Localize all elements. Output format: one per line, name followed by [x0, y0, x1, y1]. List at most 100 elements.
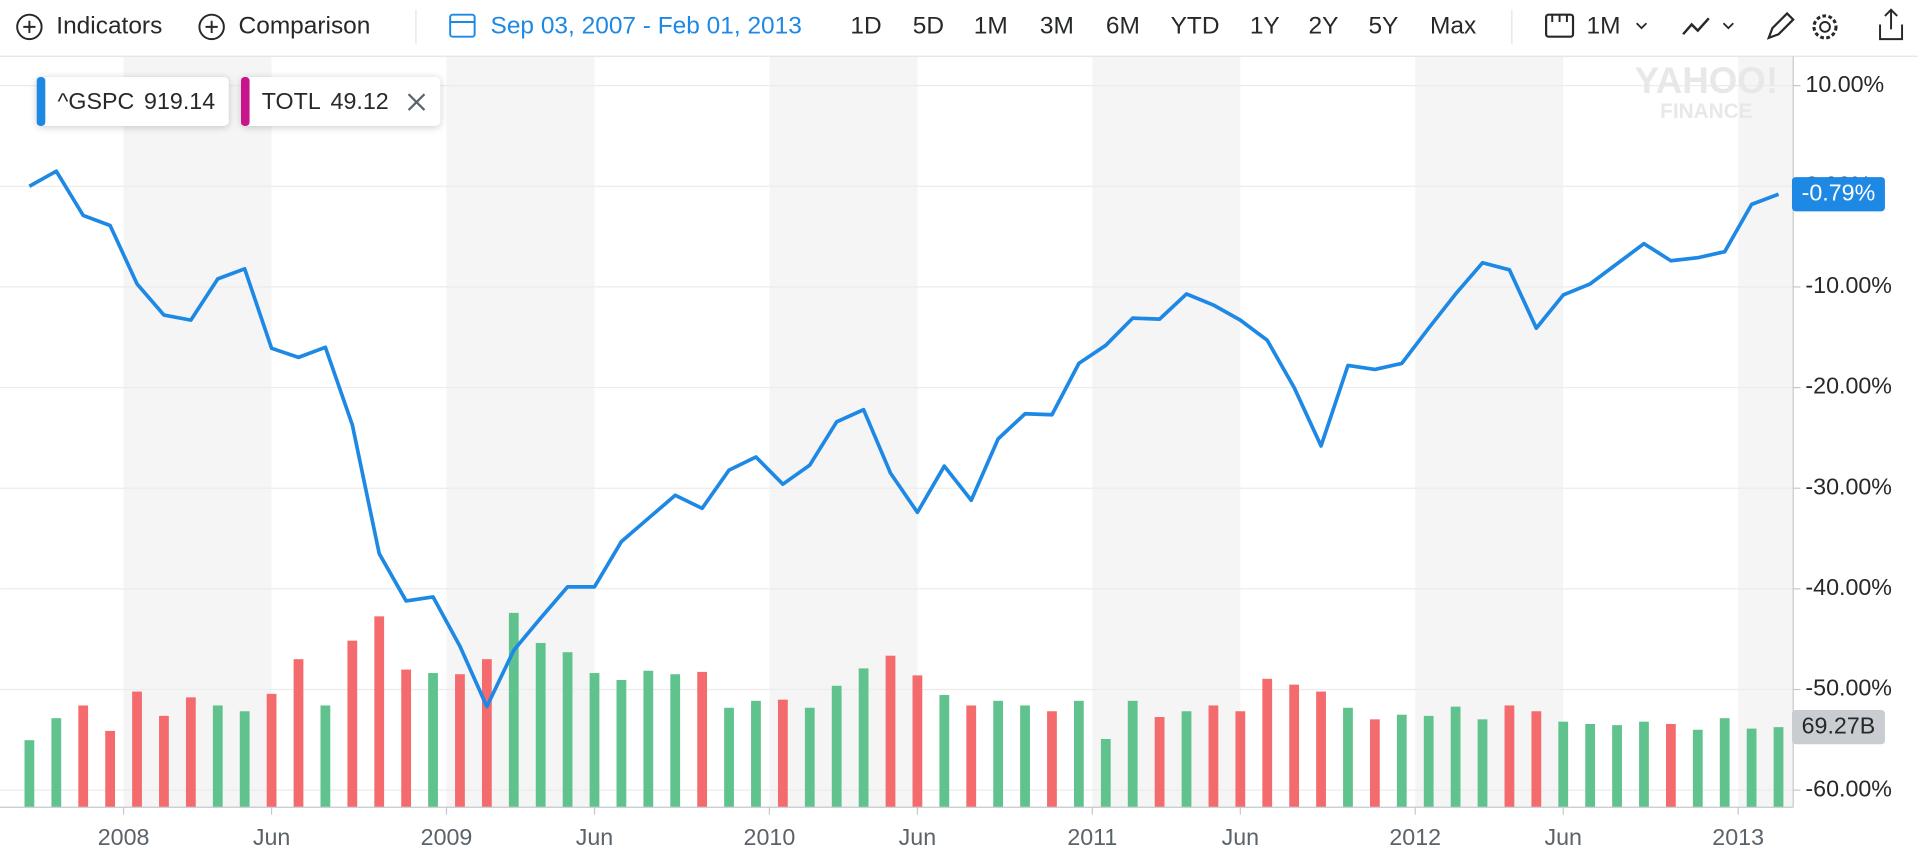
date-range[interactable]: Sep 03, 2007 - Feb 01, 2013	[491, 12, 802, 39]
volume-bar	[1127, 700, 1138, 808]
x-tick-label: Jun	[899, 824, 936, 850]
volume-bar	[1020, 705, 1030, 808]
price-line	[28, 169, 1780, 709]
range-button[interactable]: 2Y	[1309, 12, 1339, 39]
y-tick-label: -50.00%	[1805, 675, 1892, 701]
volume-bar	[670, 674, 681, 808]
volume	[24, 612, 1784, 808]
legend-swatch	[36, 77, 46, 126]
range-button[interactable]: 6M	[1106, 12, 1140, 39]
last-volume-label: 69.27B	[1802, 712, 1876, 738]
range-button[interactable]: YTD	[1171, 12, 1220, 39]
y-tick-label: -10.00%	[1805, 272, 1892, 298]
lines	[28, 169, 1780, 709]
interval-button[interactable]: 1M	[1586, 12, 1620, 39]
volume-bar	[266, 693, 277, 808]
legend-close[interactable]	[407, 93, 426, 111]
volume-bar	[185, 697, 196, 808]
calendar-icon[interactable]	[449, 13, 476, 38]
indicators-button[interactable]: Indicators	[56, 12, 162, 39]
volume-bar	[347, 640, 358, 808]
range-button[interactable]: 5Y	[1368, 12, 1398, 39]
volume-bar	[1100, 739, 1111, 808]
legend: ^GSPC 919.14 TOTL 49.12	[36, 77, 441, 126]
volume-bar	[1773, 727, 1784, 808]
band	[1738, 56, 1794, 808]
volume-bar	[1531, 711, 1542, 808]
volume-bar	[78, 705, 89, 808]
band	[1415, 56, 1564, 808]
y-tick-label: -20.00%	[1805, 373, 1892, 399]
volume-bar	[159, 715, 169, 808]
watermark: YAHOO!	[1635, 60, 1778, 101]
share-icon[interactable]	[1879, 8, 1904, 41]
legend-swatch	[241, 77, 250, 126]
volume-bar	[1639, 721, 1649, 808]
volume-bar	[751, 700, 761, 808]
range-button[interactable]: 5D	[913, 12, 944, 39]
plus-icon[interactable]	[16, 13, 43, 41]
volume-bar	[643, 670, 654, 808]
ranges: 1D 5D 1M 3M 6M YTD 1Y 2Y 5Y Max	[850, 12, 1476, 39]
range-button[interactable]: Max	[1430, 12, 1476, 39]
volume-bar	[1585, 723, 1596, 808]
range-button[interactable]: 1Y	[1250, 12, 1280, 39]
x-tick-label: 2012	[1389, 824, 1441, 850]
volume-bar	[1504, 705, 1515, 808]
volume-bar	[508, 612, 519, 808]
volume-bar	[777, 699, 788, 808]
settings-icon[interactable]	[1812, 14, 1838, 40]
legend-box[interactable]	[36, 77, 229, 126]
draw-icon[interactable]	[1766, 11, 1795, 40]
volume-bar	[428, 673, 438, 808]
volume-bar	[1343, 707, 1353, 808]
toolbar: Indicators Comparison Sep 03, 2007 - Feb…	[16, 8, 1904, 45]
last-volume-badge	[1791, 710, 1885, 745]
volume-bar	[1316, 691, 1326, 808]
y-tick-label: 10.00%	[1805, 71, 1884, 97]
volume-bar	[993, 700, 1004, 808]
range-button[interactable]: 1M	[974, 12, 1008, 39]
band	[1092, 56, 1241, 808]
last-value-label: -0.79%	[1802, 179, 1876, 205]
x-tick-label: 2008	[98, 824, 150, 850]
volume-bar	[589, 673, 600, 808]
volume-bar	[374, 616, 385, 808]
volume-bar	[1665, 723, 1676, 808]
x-tick-label: Jun	[1222, 824, 1259, 850]
y-tick-label: -30.00%	[1805, 473, 1892, 499]
watermark: FINANCE	[1660, 100, 1752, 123]
volume-bar	[724, 707, 734, 808]
range-button[interactable]: 3M	[1040, 12, 1074, 39]
volume-bar	[1477, 719, 1488, 808]
volume-bar	[535, 642, 546, 808]
comparison-button[interactable]: Comparison	[239, 12, 371, 39]
y-tick-label: -60.00%	[1805, 775, 1892, 801]
volume-bar	[562, 652, 573, 808]
y-tick-label: -40.00%	[1805, 574, 1892, 600]
plus-icon	[23, 20, 36, 34]
legend-box[interactable]	[241, 77, 441, 126]
volume-bar	[912, 675, 923, 808]
plus-icon	[205, 20, 218, 34]
chart-type-icon[interactable]	[1682, 17, 1710, 36]
volume-bar	[1369, 719, 1380, 808]
x-tick-label: Jun	[1545, 824, 1582, 850]
legend-name: TOTL	[262, 88, 321, 114]
band	[123, 56, 272, 808]
volume-bar	[831, 685, 842, 808]
chevron	[1635, 22, 1648, 30]
volume-bar	[481, 659, 492, 808]
volume-bar	[1612, 725, 1622, 808]
volume-bar	[1746, 728, 1757, 808]
x-tick-label: 2013	[1712, 824, 1764, 850]
volume-bar	[1450, 706, 1461, 808]
volume-bar	[1154, 717, 1165, 808]
volume-bar	[455, 674, 465, 808]
range-button[interactable]: 1D	[850, 12, 881, 39]
volume-bar	[1289, 684, 1300, 808]
plus-icon[interactable]	[198, 13, 225, 41]
volume-bar	[1262, 678, 1273, 808]
volume-bar	[293, 659, 304, 808]
volume-bar	[1423, 715, 1434, 808]
